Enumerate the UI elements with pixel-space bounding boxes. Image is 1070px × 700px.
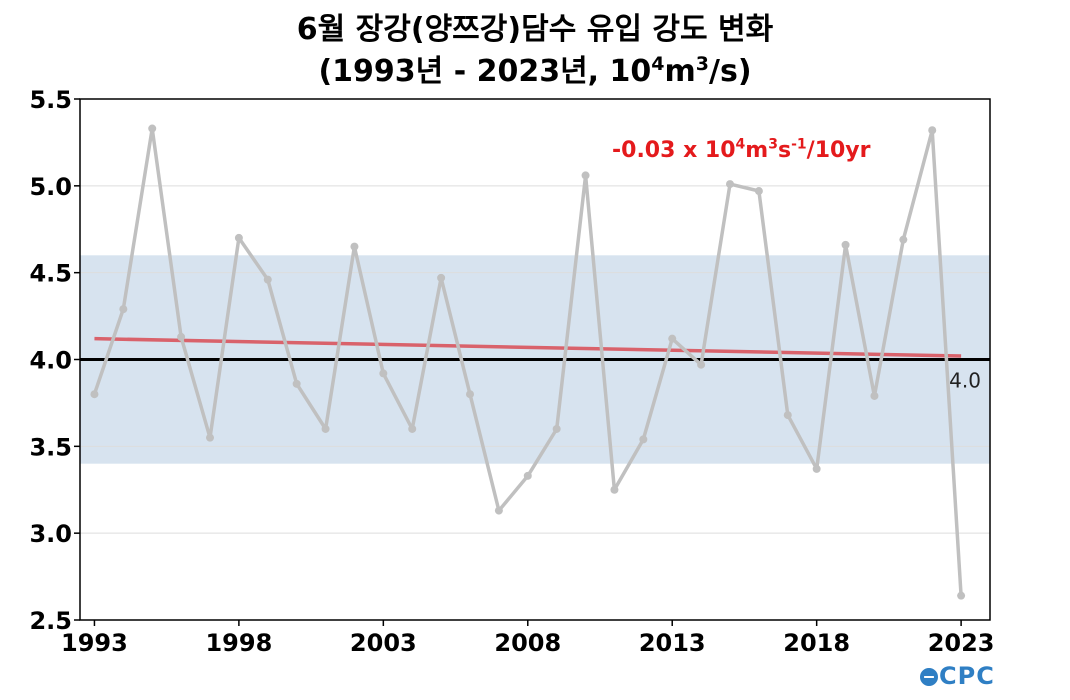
y-tick-label: 4.5 (29, 260, 72, 288)
trend-line (94, 336, 962, 358)
data-point (408, 424, 417, 433)
x-tick-label: 2013 (639, 629, 706, 657)
data-point (177, 332, 186, 341)
x-tick-label: 2018 (783, 629, 850, 657)
x-tick-label: 2023 (928, 629, 995, 657)
x-tick-label: 1998 (205, 629, 272, 657)
data-point (552, 424, 561, 433)
data-point (668, 334, 677, 343)
reference-line-label: 4.0 (949, 369, 981, 393)
data-point (697, 360, 706, 369)
data-point (899, 235, 908, 244)
chart-title: 6월 장강(양쯔강)담수 유입 강도 변화 (296, 12, 774, 47)
data-point (928, 126, 937, 135)
y-tick-label: 5.0 (29, 173, 72, 201)
data-point (206, 433, 214, 442)
y-tick-label: 4.0 (29, 347, 72, 375)
data-point (610, 485, 619, 494)
y-tick-label: 5.5 (29, 86, 72, 114)
data-point (783, 411, 792, 420)
data-point (754, 187, 763, 196)
x-tick-label: 2008 (494, 629, 561, 657)
y-tick-label: 2.5 (29, 607, 72, 635)
data-point (494, 506, 503, 515)
trend-label: -0.03 x 104m3s-1/10yr (612, 136, 871, 163)
x-tick-label: 1993 (61, 629, 128, 657)
chart-subtitle: (1993년 - 2023년, 104m3/s) (318, 53, 752, 89)
data-point (957, 591, 966, 600)
logo-globe-icon (920, 668, 938, 686)
data-point (581, 171, 590, 180)
x-tick-label: 2003 (350, 629, 417, 657)
data-point (379, 369, 388, 378)
data-point (726, 180, 734, 189)
data-point (263, 275, 272, 284)
y-tick-label: 3.5 (29, 433, 72, 461)
data-point (639, 435, 648, 444)
data-point (321, 424, 330, 433)
y-tick-label: 3.0 (29, 520, 72, 548)
data-point (466, 390, 474, 399)
data-point (437, 273, 446, 282)
data-point (350, 242, 359, 251)
data-point (841, 240, 850, 249)
data-point (90, 390, 99, 399)
data-point (812, 464, 821, 473)
data-point (148, 124, 157, 133)
data-point (234, 233, 243, 242)
data-point (292, 379, 301, 388)
data-point (119, 305, 128, 314)
data-point (523, 471, 532, 480)
data-point (870, 391, 879, 400)
cpc-logo: CPC (920, 662, 995, 690)
